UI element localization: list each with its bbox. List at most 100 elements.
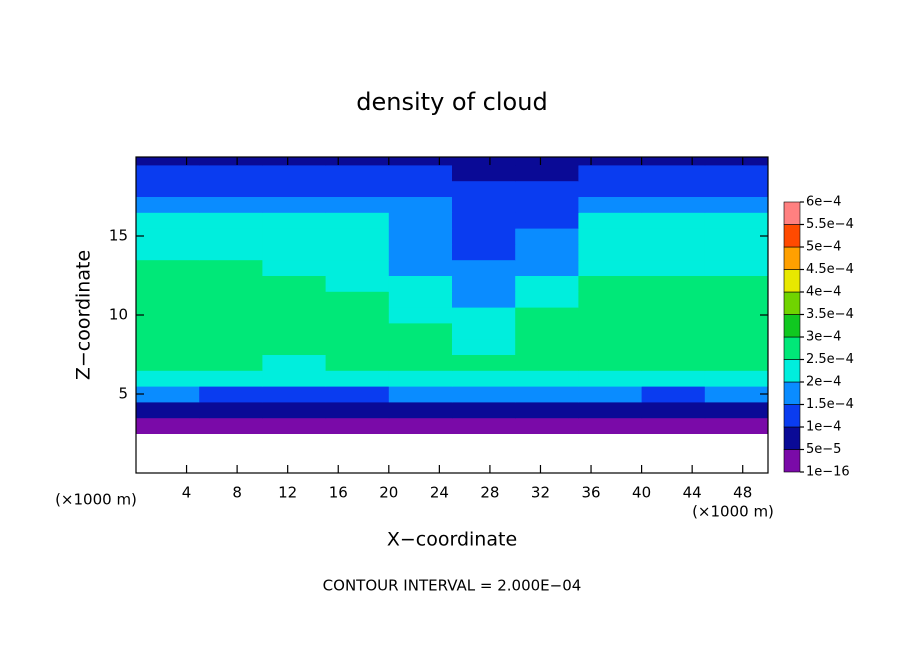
heat-cell: [262, 417, 327, 434]
heat-cell: [515, 180, 579, 197]
heat-cell: [199, 164, 263, 182]
heat-cell: [452, 259, 516, 276]
heat-cell: [578, 275, 643, 292]
heat-cell: [452, 307, 516, 324]
heat-cell: [199, 307, 263, 324]
heat-cell: [199, 196, 263, 213]
heat-cell: [641, 322, 706, 340]
heat-cell: [641, 354, 706, 371]
heat-cell: [136, 370, 200, 387]
heat-cell: [515, 259, 579, 276]
heat-cell: [515, 322, 579, 340]
heat-cell: [515, 370, 579, 387]
heat-cell: [704, 228, 768, 245]
heat-cell: [641, 417, 706, 434]
heat-cell: [388, 417, 453, 434]
heat-cell: [641, 243, 706, 261]
x-tick-label: 16: [329, 484, 348, 502]
heat-cell: [388, 386, 453, 403]
heat-cell: [578, 259, 643, 276]
y-unit-label: (×1000 m): [55, 491, 137, 509]
heat-cell: [452, 157, 516, 166]
heat-cell: [452, 228, 516, 245]
heat-cell: [515, 386, 579, 403]
heat-cell: [578, 386, 643, 403]
heat-cell: [262, 259, 327, 276]
heat-cell: [704, 212, 768, 229]
heat-cell: [325, 243, 390, 261]
x-tick-label: 32: [531, 484, 550, 502]
colorbar-label: 5.5e−4: [806, 217, 854, 232]
heat-cell: [641, 228, 706, 245]
heat-cell: [262, 164, 327, 182]
colorbar-swatch: [783, 381, 801, 405]
heat-cell: [704, 243, 768, 261]
colorbar-swatch: [783, 314, 801, 338]
heat-cell: [199, 243, 263, 261]
x-tick-label: 40: [632, 484, 651, 502]
heat-cell: [704, 322, 768, 340]
x-tick-label: 12: [278, 484, 297, 502]
heat-cell: [641, 275, 706, 292]
colorbar-label: 2e−4: [806, 375, 841, 390]
heat-cell: [641, 338, 706, 355]
heat-cell: [199, 157, 263, 166]
heat-cell: [388, 212, 453, 229]
heat-cell: [578, 212, 643, 229]
heat-cell: [136, 243, 200, 261]
heat-cell: [325, 212, 390, 229]
heat-cell: [704, 401, 768, 419]
heat-cell: [452, 291, 516, 308]
heat-cell: [262, 291, 327, 308]
heat-cell: [388, 291, 453, 308]
heat-cell: [388, 307, 453, 324]
heat-cell: [325, 291, 390, 308]
heat-cell: [136, 228, 200, 245]
heat-cell: [578, 228, 643, 245]
heat-cell: [199, 322, 263, 340]
heat-cell: [136, 322, 200, 340]
heat-cell: [515, 417, 579, 434]
colorbar-label: 1e−4: [806, 420, 841, 435]
colorbar-swatch: [783, 359, 801, 383]
colorbar-label: 4e−4: [806, 285, 841, 300]
heat-cell: [578, 180, 643, 197]
x-tick-label: 28: [480, 484, 499, 502]
y-tick-label: 15: [109, 227, 128, 245]
heat-cell: [262, 338, 327, 355]
heat-cell: [388, 275, 453, 292]
heat-cell: [325, 196, 390, 213]
heat-cell: [388, 401, 453, 419]
heat-cell: [452, 275, 516, 292]
heat-cell: [199, 259, 263, 276]
heat-cell: [262, 354, 327, 371]
heat-cell: [515, 212, 579, 229]
heat-cell: [325, 307, 390, 324]
heat-cell: [578, 370, 643, 387]
heat-cell: [704, 354, 768, 371]
heat-cell: [199, 401, 263, 419]
heat-cell: [578, 354, 643, 371]
heat-cell: [704, 307, 768, 324]
colorbar-label: 3.5e−4: [806, 307, 854, 322]
heat-cell: [578, 196, 643, 213]
heat-cell: [199, 212, 263, 229]
heat-cell: [704, 370, 768, 387]
heat-cell: [136, 401, 200, 419]
heat-cell: [325, 228, 390, 245]
footer-note: CONTOUR INTERVAL = 2.000E−04: [323, 577, 582, 595]
heat-cell: [325, 417, 390, 434]
x-tick-label: 4: [182, 484, 192, 502]
colorbar-label: 5e−5: [806, 442, 841, 457]
heat-cell: [325, 354, 390, 371]
heat-cell: [641, 307, 706, 324]
heat-cell: [515, 157, 579, 166]
colorbar-swatch: [783, 426, 801, 450]
heat-cell: [199, 386, 263, 403]
heat-cell: [199, 180, 263, 197]
heat-cell: [452, 370, 516, 387]
heatmap: [136, 157, 768, 434]
heat-cell: [641, 180, 706, 197]
heat-cell: [136, 386, 200, 403]
colorbar-label: 6e−4: [806, 195, 841, 210]
